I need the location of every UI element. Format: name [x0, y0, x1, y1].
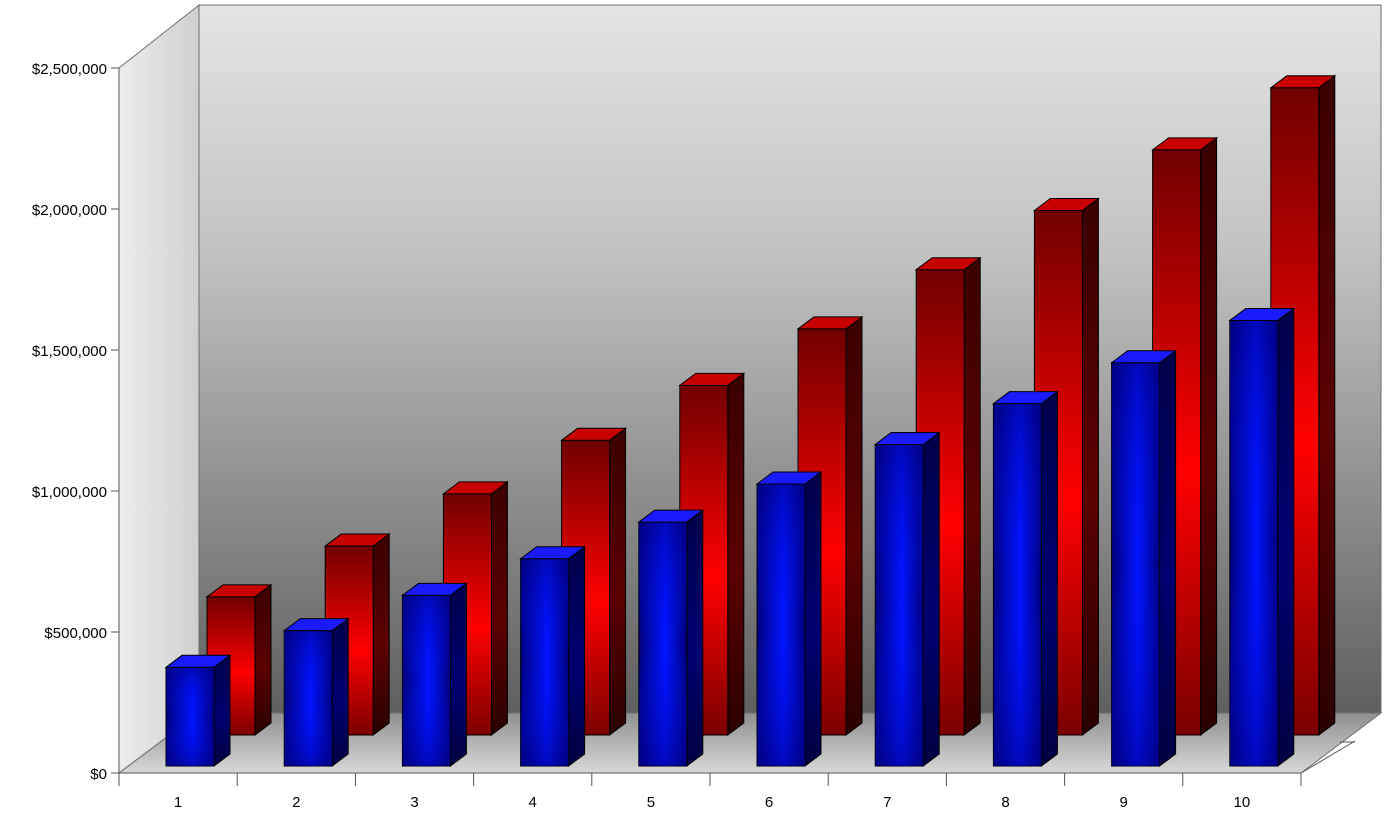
bar-top [1151, 137, 1219, 151]
bar-shade [638, 522, 687, 766]
x-tick-label: 6 [765, 794, 773, 811]
bar-side [922, 431, 940, 767]
bar-side [331, 617, 349, 767]
bar-top [796, 316, 864, 330]
bar-top [205, 584, 273, 598]
bar-top [282, 618, 350, 632]
bar-side [1159, 349, 1177, 767]
bar-blue-2 [282, 617, 350, 767]
bar-top [914, 257, 982, 271]
bar-top [1110, 350, 1178, 364]
y-tick-label: $1,000,000 [32, 484, 107, 501]
bar-top [873, 432, 941, 446]
bar-blue-9 [1110, 349, 1178, 767]
bar-shade [1229, 320, 1278, 766]
x-tick-label: 4 [529, 794, 537, 811]
y-tick-label: $2,000,000 [32, 202, 107, 219]
bar-blue-7 [873, 431, 941, 767]
bar-top [323, 533, 391, 547]
bar-side [1200, 136, 1218, 736]
y-axis: $0 $500,000 $1,000,000 $1,500,000 $2,000,000… [32, 61, 120, 783]
x-axis-depth-line [1300, 740, 1356, 774]
bar-blue-10 [1228, 307, 1296, 767]
bar-red-5 [678, 372, 746, 736]
bar-side [609, 427, 627, 736]
bar-shade [993, 403, 1042, 766]
bar-top [1032, 197, 1100, 211]
bar-top [991, 391, 1059, 405]
bar-top [637, 509, 705, 523]
x-tick-label: 1 [174, 794, 182, 811]
bars [164, 74, 1337, 767]
bar-blue-5 [637, 509, 705, 767]
bar-side [568, 545, 586, 767]
bar-shade [166, 667, 214, 766]
x-tick-label: 2 [292, 794, 300, 811]
bar-side [1318, 74, 1336, 736]
bar-blue-4 [519, 545, 587, 767]
bar-blue-1 [164, 654, 232, 767]
bar-side [254, 583, 272, 736]
bar-red-6 [796, 315, 864, 736]
bar-shade [284, 630, 333, 766]
x-tick-label: 8 [1001, 794, 1009, 811]
bar-side [449, 582, 467, 767]
y-tick-label: $1,500,000 [32, 343, 107, 360]
x-tick-label: 3 [410, 794, 418, 811]
bar-top [755, 471, 823, 485]
y-tick-label: $0 [90, 766, 107, 783]
bar-top [560, 427, 628, 441]
x-tick-label: 5 [647, 794, 655, 811]
bar-shade [520, 558, 569, 766]
bar-blue-8 [991, 390, 1059, 767]
bar-top [164, 654, 232, 668]
bar-side [1040, 390, 1058, 767]
bar-side [727, 372, 745, 736]
bar-side [845, 315, 863, 736]
bar-shade [402, 595, 451, 766]
bar-shade [1111, 362, 1160, 766]
bar-blue-6 [755, 471, 823, 767]
bar-top [441, 481, 509, 495]
x-tick-label: 10 [1234, 794, 1251, 811]
bar-top [400, 582, 468, 596]
bar-side [1277, 307, 1295, 767]
bar-top [678, 372, 746, 386]
bar-side [1081, 197, 1099, 736]
x-tick-label: 7 [883, 794, 891, 811]
x-tick-label: 9 [1120, 794, 1128, 811]
y-tick-label: $500,000 [44, 625, 107, 642]
bar-shade [757, 484, 805, 766]
bar-side [963, 256, 981, 736]
x-axis: 1 2 3 4 5 6 7 8 9 10 [118, 740, 1356, 811]
bar-top [519, 546, 587, 560]
bar-side [686, 509, 704, 767]
bar-side [213, 654, 231, 767]
bar-side [372, 533, 390, 736]
bar-side [804, 471, 822, 767]
bar-top [1228, 307, 1296, 321]
y-tick-label: $2,500,000 [32, 61, 107, 78]
bar-blue-3 [400, 582, 468, 767]
bar-top [1269, 75, 1337, 89]
bar-shade [875, 444, 924, 766]
bar-side [490, 480, 508, 736]
